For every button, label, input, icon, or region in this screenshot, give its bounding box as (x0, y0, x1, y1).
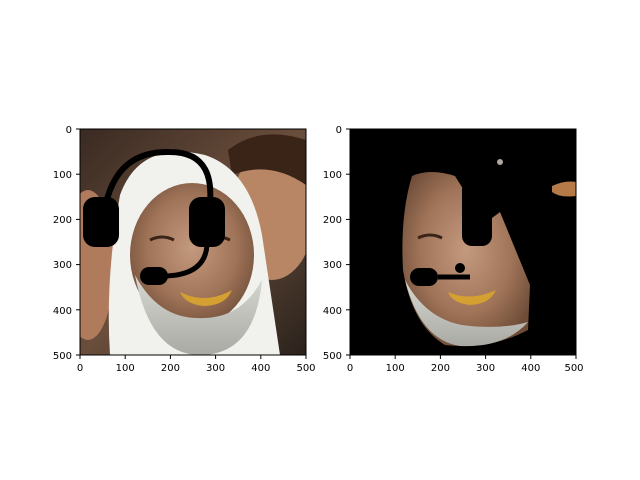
left-y-tick-label: 400 (53, 306, 72, 317)
right-axes: 0 100 200 300 400 500 0 100 200 300 400 … (323, 125, 584, 374)
right-x-tick-label: 100 (386, 363, 405, 374)
left-x-tick-label: 300 (206, 363, 225, 374)
right-image (350, 129, 576, 355)
left-image (80, 129, 306, 355)
left-x-tick-label: 400 (251, 363, 270, 374)
left-y-tick-label: 500 (53, 351, 72, 362)
right-y-tick-label: 200 (323, 215, 342, 226)
right-y-tick-label: 100 (323, 170, 342, 181)
left-x-ticks (79, 355, 307, 359)
right-x-tick-label: 400 (521, 363, 540, 374)
headset-overlay-icon (83, 148, 225, 285)
right-y-tick-label: 300 (323, 260, 342, 271)
left-y-tick-label: 200 (53, 215, 72, 226)
right-x-tick-label: 300 (476, 363, 495, 374)
left-axes: 0 100 200 300 400 500 0 100 200 300 400 … (53, 125, 316, 374)
right-x-tick-label: 200 (431, 363, 450, 374)
left-x-tick-label: 200 (161, 363, 180, 374)
left-x-tick-label: 500 (296, 363, 315, 374)
left-x-tick-label: 100 (116, 363, 135, 374)
right-y-tick-label: 0 (336, 125, 342, 136)
left-y-tick-label: 300 (53, 260, 72, 271)
right-y-tick-label: 500 (323, 351, 342, 362)
left-y-tick-label: 100 (53, 170, 72, 181)
right-x-ticks (349, 355, 577, 359)
right-x-tick-label: 500 (564, 363, 583, 374)
left-y-ticks (76, 128, 80, 356)
left-x-tick-label: 0 (77, 363, 83, 374)
right-x-tick-label: 0 (347, 363, 353, 374)
right-y-tick-label: 400 (323, 306, 342, 317)
left-y-tick-label: 0 (66, 125, 72, 136)
right-y-ticks (346, 128, 350, 356)
